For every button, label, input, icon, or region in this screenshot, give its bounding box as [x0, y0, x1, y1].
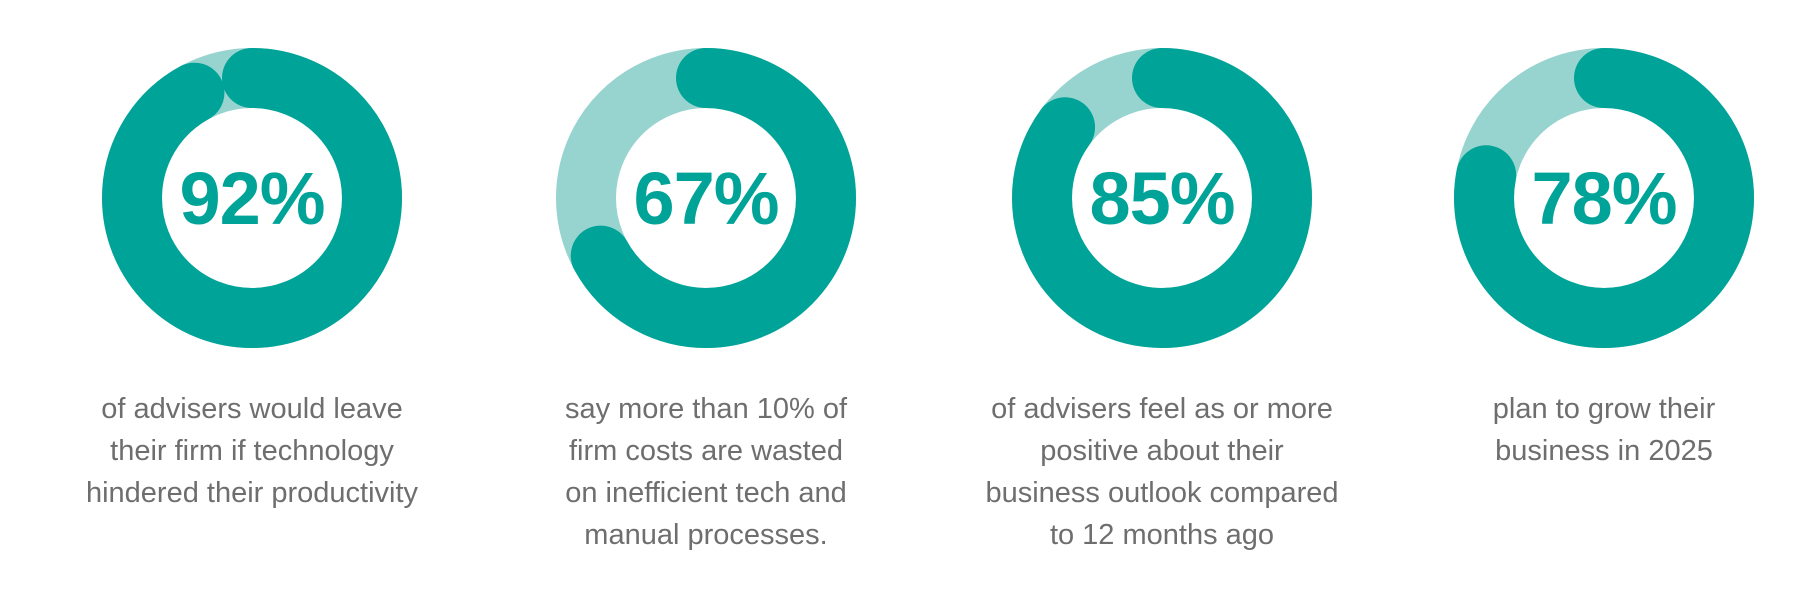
- donut-chart-4: [1454, 48, 1754, 348]
- stat-caption-1: of advisers would leave their firm if te…: [85, 393, 419, 509]
- donut-svg: [102, 48, 402, 348]
- donut-value-segment: [1454, 48, 1754, 348]
- donut-chart-1: [102, 48, 402, 348]
- donut-value-segment: [1012, 48, 1312, 348]
- stat-caption-2: say more than 10% of firm costs are wast…: [564, 393, 848, 551]
- stat-caption-4: plan to grow their business in 2025: [1492, 393, 1716, 467]
- donut-svg: [556, 48, 856, 348]
- stat-caption-3: of advisers feel as or more positive abo…: [985, 393, 1339, 551]
- donut-value-segment: [102, 48, 402, 348]
- donut-chart-3: [1012, 48, 1312, 348]
- donut-svg: [1012, 48, 1312, 348]
- donut-chart-2: [556, 48, 856, 348]
- donut-value-segment: [556, 48, 856, 348]
- donut-svg: [1454, 48, 1754, 348]
